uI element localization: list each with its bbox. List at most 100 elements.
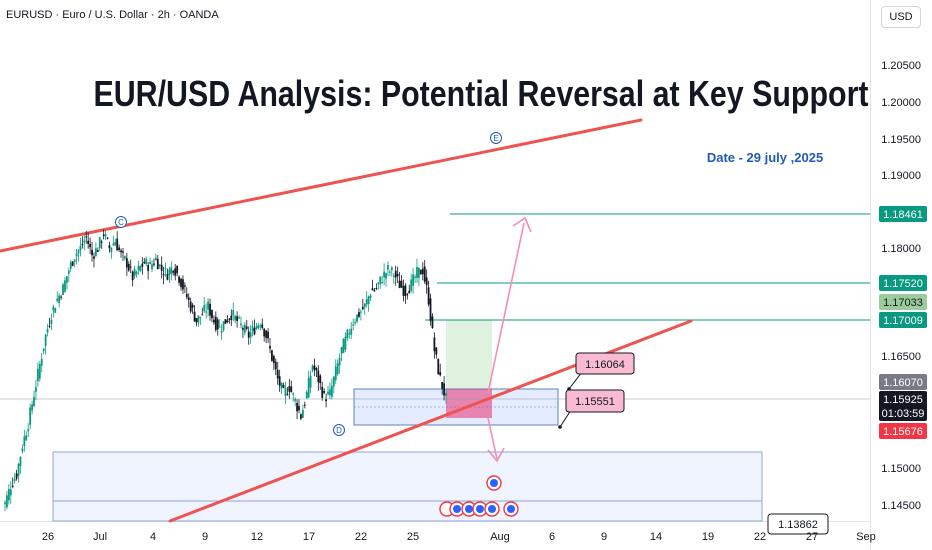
candle-body xyxy=(400,280,403,288)
svg-text:1.15551: 1.15551 xyxy=(575,396,615,408)
candle-body xyxy=(91,249,93,256)
y-tick-label: 1.14500 xyxy=(881,500,921,512)
candle-body xyxy=(361,307,364,310)
candle-body xyxy=(201,314,204,316)
candle-body xyxy=(272,356,275,364)
callout-1-13862: 1.13862 xyxy=(767,513,829,535)
candle-body xyxy=(234,315,237,321)
candle-body xyxy=(50,319,53,325)
candle-body xyxy=(87,240,90,244)
candle-body xyxy=(356,314,358,322)
candle-body xyxy=(313,365,316,370)
callout-1-15551: 1.15551 xyxy=(558,389,625,429)
candle-body xyxy=(153,263,155,265)
wave-label-e: E xyxy=(490,132,502,144)
x-tick-label: 6 xyxy=(549,531,555,543)
candle-body xyxy=(278,376,281,386)
candle-body xyxy=(106,237,109,239)
candle-body xyxy=(230,315,233,320)
svg-text:1.17033: 1.17033 xyxy=(883,297,923,309)
candle-body xyxy=(135,271,138,275)
candle-body xyxy=(247,331,250,338)
candle-body xyxy=(139,266,142,271)
candle-body xyxy=(439,371,442,376)
candle-body xyxy=(336,363,339,375)
candle-body xyxy=(433,337,436,352)
economic-event-icons[interactable] xyxy=(439,475,519,517)
candle-body xyxy=(125,258,128,268)
candle-body xyxy=(158,264,161,267)
candle-body xyxy=(36,368,39,382)
candle-body xyxy=(309,375,312,388)
candle-body xyxy=(23,436,26,446)
candle-body xyxy=(27,429,30,432)
candle-body xyxy=(13,479,16,482)
candle-body xyxy=(131,271,134,281)
candle-body xyxy=(133,268,136,277)
candle-body xyxy=(311,365,314,371)
currency-button[interactable]: USD xyxy=(881,6,921,28)
candle-body xyxy=(245,326,248,329)
current-price-badge: 1.15925 01:03:59 xyxy=(879,391,927,421)
x-tick-label: 25 xyxy=(407,531,419,543)
candle-body xyxy=(189,301,192,312)
candle-body xyxy=(52,306,55,311)
svg-text:1.16064: 1.16064 xyxy=(585,359,625,371)
candle-body xyxy=(251,326,254,332)
candle-body xyxy=(383,271,386,278)
x-tick-label: 22 xyxy=(754,531,766,543)
candle-body xyxy=(398,280,401,289)
candle-body xyxy=(69,262,72,269)
candle-body xyxy=(205,311,208,313)
candle-body xyxy=(307,378,310,398)
candle-body xyxy=(31,404,33,411)
x-tick-label: Aug xyxy=(490,531,510,543)
candle-body xyxy=(437,359,440,375)
x-tick-label: 14 xyxy=(650,531,662,543)
candle-body xyxy=(220,330,223,333)
candle-body xyxy=(240,323,242,326)
x-tick-label: 17 xyxy=(303,531,315,543)
candle-body xyxy=(209,303,211,316)
candle-body xyxy=(116,238,119,251)
candle-body xyxy=(369,295,372,298)
x-tick-label: 26 xyxy=(42,531,54,543)
candle-body xyxy=(375,287,378,289)
candle-body xyxy=(100,241,103,243)
candle-body xyxy=(404,285,407,296)
candle-body xyxy=(363,303,366,308)
candle-body xyxy=(58,295,61,304)
candle-body xyxy=(373,290,376,292)
candle-body xyxy=(85,236,88,238)
price-badge-1-15676: 1.15676 xyxy=(879,423,927,439)
y-tick-label: 1.15000 xyxy=(881,463,921,475)
x-tick-label: 22 xyxy=(355,531,367,543)
candle-body xyxy=(21,448,24,452)
x-tick-label: Sep xyxy=(856,531,876,543)
candle-body xyxy=(195,318,198,323)
candle-body xyxy=(443,383,445,396)
bearish-projection-arrow xyxy=(487,417,498,460)
candle-body xyxy=(381,281,384,283)
candle-body xyxy=(242,328,244,330)
svg-text:E: E xyxy=(493,134,498,143)
candle-body xyxy=(371,288,374,291)
candle-body xyxy=(127,263,130,271)
candle-body xyxy=(365,299,368,305)
candle-body xyxy=(83,240,86,243)
bullish-arrowhead-icon xyxy=(512,216,532,233)
y-tick-label: 1.20500 xyxy=(881,60,921,72)
y-tick-label: 1.19500 xyxy=(881,134,921,146)
candle-body xyxy=(265,330,268,338)
candle-body xyxy=(197,315,200,323)
candle-body xyxy=(154,257,157,260)
candle-body xyxy=(379,276,382,284)
candle-body xyxy=(377,282,380,285)
candle-body xyxy=(214,316,217,330)
candle-body xyxy=(42,348,45,352)
candle-body xyxy=(323,390,326,393)
candle-body xyxy=(33,397,35,407)
candle-body xyxy=(216,319,219,330)
lower-range-zone xyxy=(52,451,763,522)
